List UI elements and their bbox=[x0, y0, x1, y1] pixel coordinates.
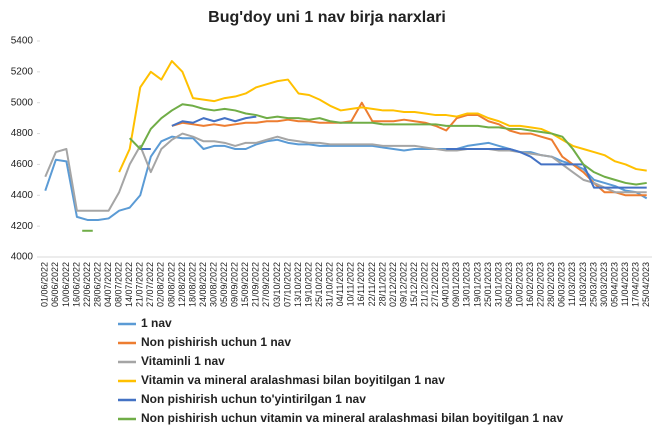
x-tick-label: 25/01/2023 bbox=[483, 262, 493, 307]
x-tick-label: 07/10/2022 bbox=[282, 262, 292, 307]
legend-label: Vitamin va mineral aralashmasi bilan boy… bbox=[141, 373, 445, 387]
x-tick-label: 02/08/2022 bbox=[156, 262, 166, 307]
x-tick-label: 21/12/2022 bbox=[420, 262, 430, 307]
x-tick-label: 06/03/2023 bbox=[557, 262, 567, 307]
series-line bbox=[171, 101, 647, 197]
legend-label: 1 nav bbox=[141, 316, 172, 330]
x-tick-label: 19/10/2022 bbox=[303, 262, 313, 307]
x-tick-label: 27/12/2022 bbox=[430, 262, 440, 307]
x-tick-label: 09/09/2022 bbox=[230, 262, 240, 307]
x-tick-label: 16/11/2022 bbox=[356, 262, 366, 306]
x-tick-label: 16/03/2023 bbox=[578, 262, 588, 307]
series-line bbox=[44, 132, 647, 212]
x-tick-label: 24/08/2022 bbox=[198, 262, 208, 307]
x-tick-label: 22/06/2022 bbox=[82, 262, 92, 307]
x-tick-label: 09/12/2022 bbox=[398, 262, 408, 307]
x-tick-label: 13/10/2022 bbox=[293, 262, 303, 307]
x-tick-label: 04/07/2022 bbox=[103, 262, 113, 307]
x-tick-label: 11/04/2023 bbox=[620, 262, 630, 306]
x-tick-label: 15/09/2022 bbox=[240, 262, 250, 307]
x-tick-label: 30/08/2022 bbox=[208, 262, 218, 307]
x-tick-label: 21/07/2022 bbox=[135, 262, 145, 307]
x-tick-label: 10/02/2023 bbox=[514, 262, 524, 307]
x-tick-label: 21/09/2022 bbox=[251, 262, 261, 307]
x-tick-label: 31/10/2022 bbox=[325, 262, 335, 307]
legend-label: Non pishirish uchun 1 nav bbox=[141, 335, 291, 349]
x-tick-label: 25/03/2023 bbox=[588, 262, 598, 307]
x-tick-label: 16/06/2022 bbox=[71, 262, 81, 307]
x-tick-label: 15/12/2022 bbox=[409, 262, 419, 307]
x-tick-label: 08/07/2022 bbox=[114, 262, 124, 307]
x-tick-label: 02/12/2022 bbox=[388, 262, 398, 307]
x-tick-label: 17/04/2023 bbox=[631, 262, 641, 307]
x-tick-label: 14/07/2022 bbox=[124, 262, 134, 307]
x-tick-label: 25/04/2023 bbox=[641, 262, 651, 307]
x-tick-label: 30/03/2023 bbox=[599, 262, 609, 307]
y-tick-label: 5400 bbox=[11, 36, 34, 47]
x-tick-label: 18/08/2022 bbox=[187, 262, 197, 307]
x-tick-label: 04/01/2023 bbox=[441, 262, 451, 307]
x-tick-label: 22/11/2022 bbox=[367, 262, 377, 306]
y-tick-label: 4200 bbox=[11, 221, 34, 232]
x-tick-label: 10/11/2022 bbox=[346, 262, 356, 306]
y-tick-label: 4800 bbox=[11, 128, 34, 139]
x-tick-label: 31/01/2023 bbox=[493, 262, 503, 307]
y-tick-label: 4600 bbox=[11, 159, 34, 170]
y-tick-label: 4400 bbox=[11, 190, 34, 201]
x-tick-label: 09/01/2023 bbox=[451, 262, 461, 307]
series-line bbox=[171, 115, 257, 127]
x-tick-label: 25/10/2022 bbox=[314, 262, 324, 307]
series-line bbox=[118, 60, 647, 173]
x-tick-label: 13/01/2023 bbox=[462, 262, 472, 307]
y-tick-label: 5200 bbox=[11, 66, 34, 77]
series-line bbox=[446, 148, 647, 189]
x-tick-label: 04/11/2022 bbox=[335, 262, 345, 306]
x-tick-label: 19/01/2023 bbox=[472, 262, 482, 307]
x-tick-label: 28/06/2022 bbox=[92, 262, 102, 307]
chart-title: Bug'doy uni 1 nav birja narxlari bbox=[208, 9, 446, 26]
x-tick-label: 28/11/2022 bbox=[377, 262, 387, 306]
series-line bbox=[128, 103, 647, 186]
y-tick-label: 5000 bbox=[11, 97, 34, 108]
x-tick-label: 27/09/2022 bbox=[261, 262, 271, 307]
y-tick-label: 4000 bbox=[11, 252, 34, 263]
x-tick-label: 08/08/2022 bbox=[166, 262, 176, 307]
legend-label: Non pishirish uchun vitamin va mineral a… bbox=[141, 411, 563, 425]
legend-label: Vitaminli 1 nav bbox=[141, 354, 225, 368]
x-tick-label: 05/04/2023 bbox=[609, 262, 619, 307]
x-tick-label: 11/03/2023 bbox=[567, 262, 577, 306]
x-tick-label: 06/02/2023 bbox=[504, 262, 514, 307]
x-tick-label: 10/06/2022 bbox=[61, 262, 71, 307]
x-tick-label: 03/10/2022 bbox=[272, 262, 282, 307]
x-tick-label: 12/08/2022 bbox=[177, 262, 187, 307]
x-tick-label: 01/06/2022 bbox=[40, 262, 50, 307]
x-tick-label: 05/09/2022 bbox=[219, 262, 229, 307]
legend-label: Non pishirish uchun to'yintirilgan 1 nav bbox=[141, 392, 366, 406]
x-tick-label: 06/06/2022 bbox=[50, 262, 60, 307]
x-tick-label: 28/02/2023 bbox=[546, 262, 556, 307]
x-tick-label: 16/02/2023 bbox=[525, 262, 535, 307]
x-tick-label: 22/02/2023 bbox=[536, 262, 546, 307]
x-tick-label: 27/07/2022 bbox=[145, 262, 155, 307]
